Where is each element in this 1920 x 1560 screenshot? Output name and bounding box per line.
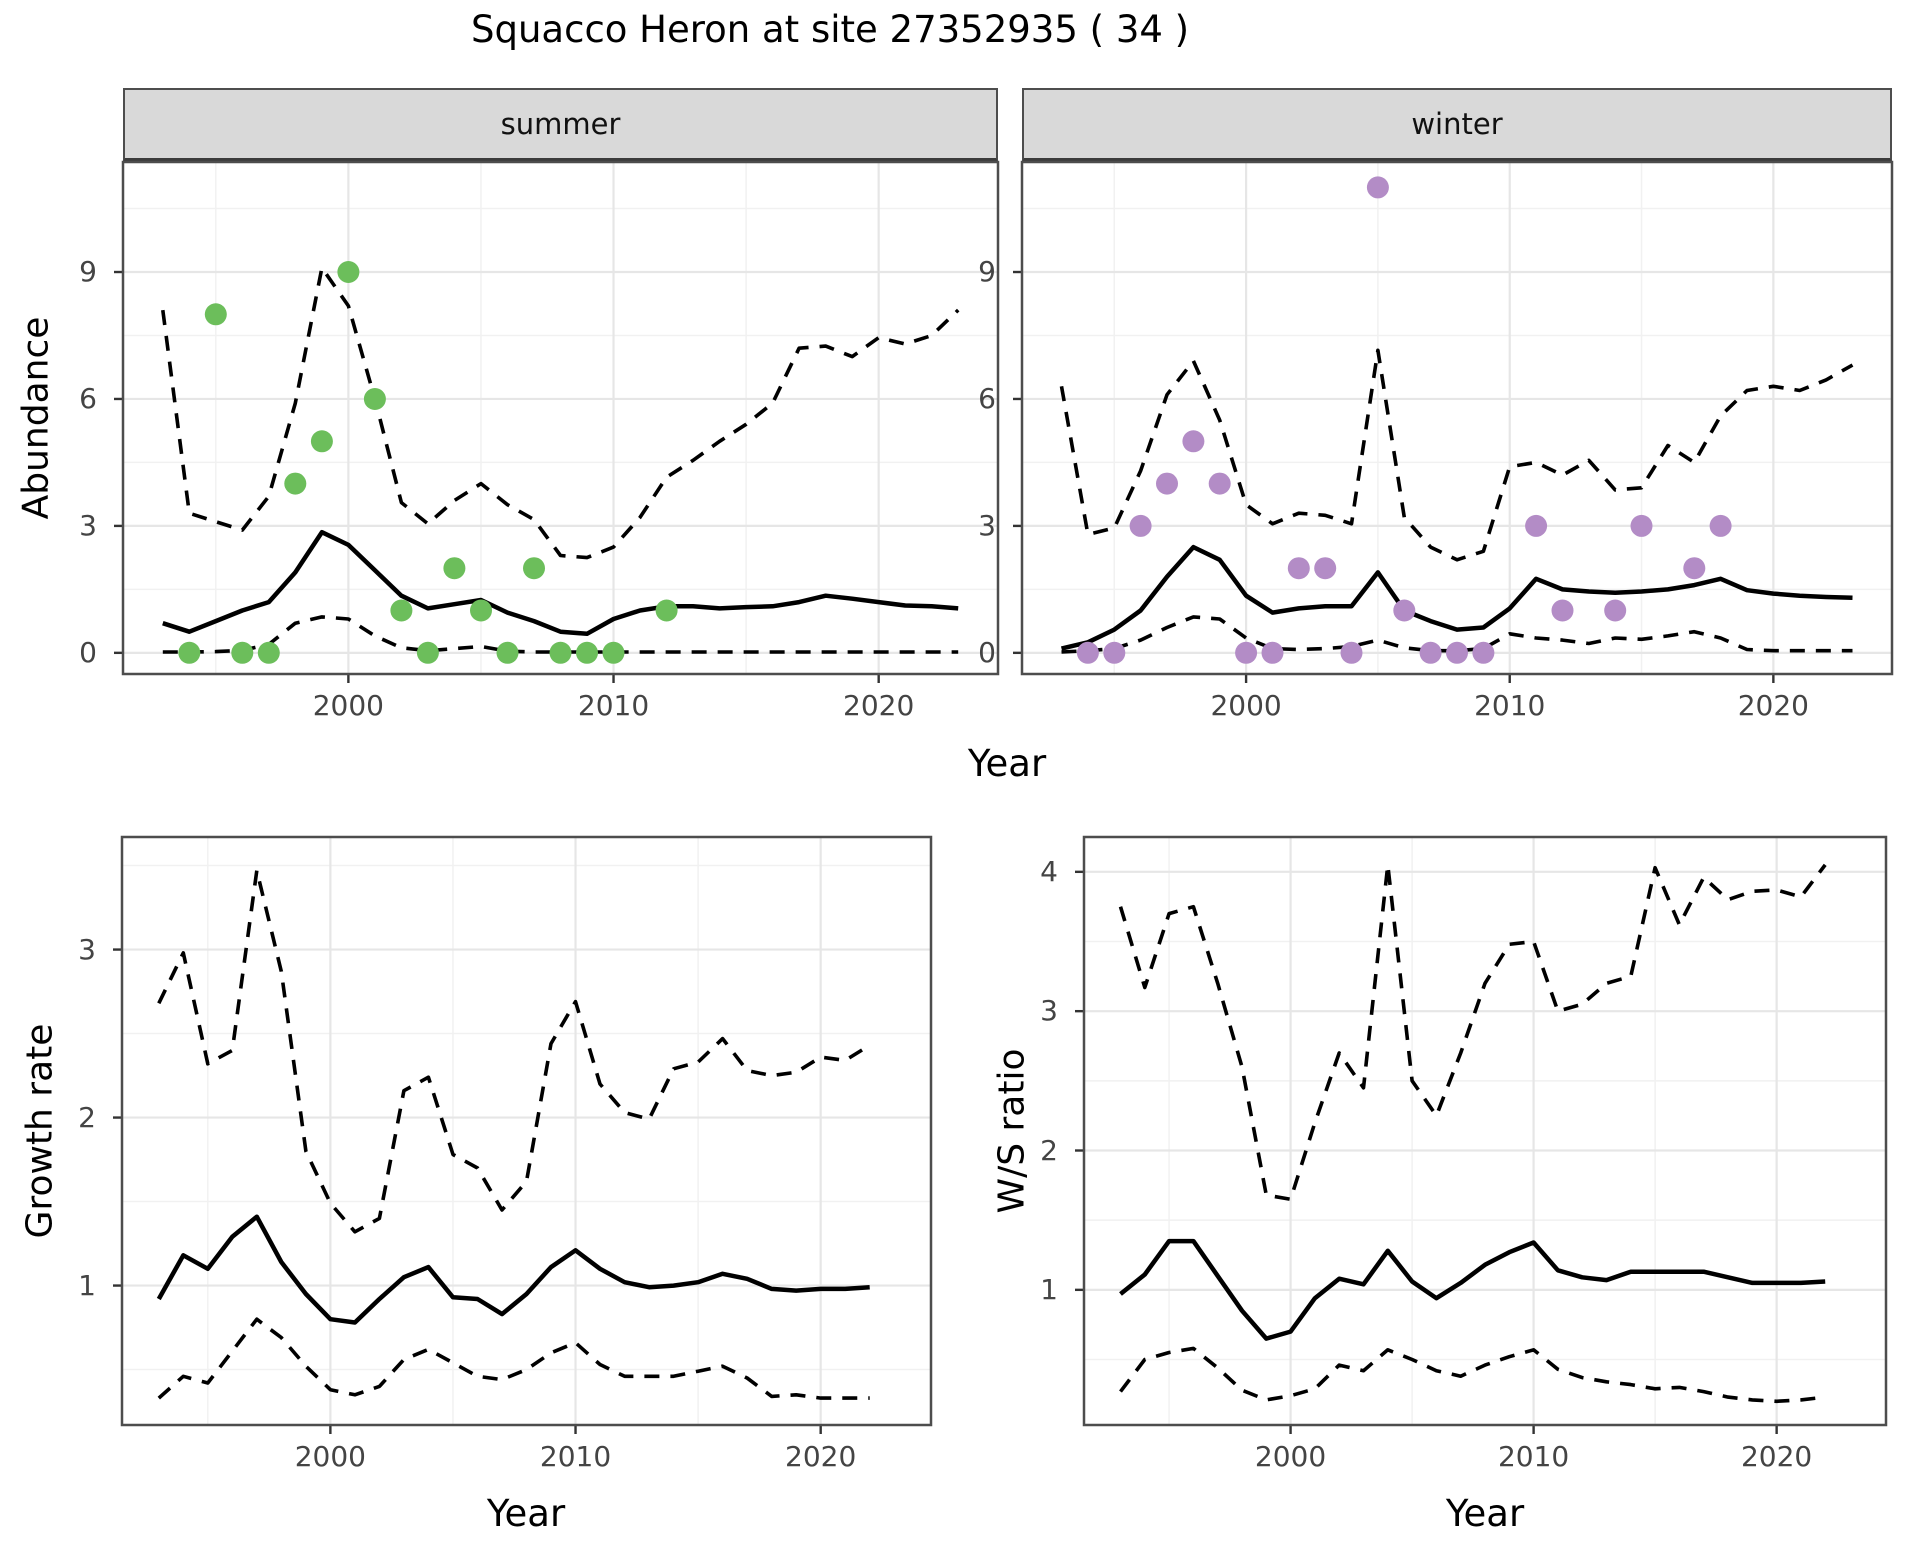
summer-observation-point [363, 388, 386, 410]
growth-panel [113, 835, 933, 1434]
ws-lower-line [1119, 1346, 1826, 1404]
summer-observation-point [443, 557, 466, 580]
summer-y-tick-label: 0 [79, 635, 97, 669]
x-axis-label-year-growth: Year [486, 1492, 566, 1535]
winter-observation-point [1156, 472, 1178, 495]
winter-y-tick-label: 0 [978, 635, 996, 669]
summer-y-tick-label: 9 [79, 255, 97, 289]
summer-observation-point [470, 599, 492, 622]
ws-x-tick-label: 2010 [1497, 1440, 1570, 1473]
summer-x-tick-label: 2010 [577, 689, 650, 722]
winter-observation-point [1709, 514, 1732, 537]
winter-observation-point [1630, 514, 1653, 537]
summer-observation-point [257, 641, 280, 664]
growth-x-tick-label: 2000 [294, 1440, 366, 1473]
winter-panel [1013, 160, 1894, 683]
summer-median-line [162, 529, 959, 637]
x-axis-label-year-ws: Year [1445, 1492, 1525, 1535]
ws-y-tick-label: 1 [1040, 1272, 1058, 1306]
winter-observation-point [1366, 176, 1389, 199]
winter-observation-point [1340, 641, 1363, 664]
winter-observation-point [1314, 557, 1337, 580]
growth-panel-background [122, 837, 931, 1425]
growth-x-tick-label: 2010 [539, 1440, 612, 1473]
winter-x-tick-label: 2020 [1737, 689, 1809, 722]
summer-observation-point [310, 430, 333, 453]
winter-observation-point [1182, 430, 1205, 453]
winter-y-tick-label: 3 [978, 508, 996, 542]
summer-observation-point [602, 641, 625, 664]
ws-panel-border [1082, 835, 1888, 1427]
winter-y-tick-label: 6 [978, 381, 996, 415]
winter-x-tick-label: 2000 [1210, 689, 1282, 722]
winter-y-tick-label: 9 [978, 255, 996, 289]
winter-observation-point [1683, 557, 1706, 580]
summer-observation-point [576, 641, 598, 664]
ws-x-tick-label: 2000 [1254, 1440, 1327, 1473]
winter-observation-point [1129, 514, 1152, 537]
plot-title: Squacco Heron at site 27352935 ( 34 ) [471, 8, 1190, 51]
winter-observation-point [1208, 472, 1231, 495]
winter-lower-line [1061, 615, 1853, 654]
ws-y-tick-label: 2 [1040, 1133, 1058, 1167]
winter-panel-border [1020, 160, 1894, 676]
summer-observation-point [523, 557, 545, 580]
growth-panel-border [120, 835, 933, 1427]
winter-observation-point [1551, 599, 1574, 622]
ws-upper-line [1118, 863, 1827, 1202]
summer-observation-point [496, 641, 519, 664]
winter-observation-point [1604, 599, 1627, 622]
summer-observation-point [231, 641, 254, 664]
winter-observation-point [1235, 641, 1258, 664]
winter-x-tick-label: 2010 [1474, 689, 1546, 722]
winter-observation-point [1525, 514, 1548, 537]
facet-strip-winter-label: winter [1411, 107, 1503, 141]
summer-y-tick-label: 3 [79, 508, 97, 542]
growth-y-tick-label: 2 [78, 1100, 96, 1134]
winter-median-line [1060, 544, 1853, 651]
winter-observation-point [1419, 641, 1442, 664]
summer-panel-background [123, 162, 998, 674]
winter-observation-point [1393, 599, 1416, 622]
summer-y-tick-label: 6 [79, 381, 97, 415]
winter-observation-point [1446, 641, 1468, 664]
winter-observation-point [1261, 641, 1284, 664]
growth-median-line [156, 1214, 870, 1325]
summer-observation-point [204, 303, 227, 326]
summer-observation-point [416, 641, 439, 664]
summer-observation-point [284, 472, 307, 495]
ws-panel-background [1084, 837, 1886, 1425]
ws-x-tick-label: 2020 [1740, 1440, 1813, 1473]
ws-y-tick-label: 3 [1040, 994, 1058, 1028]
winter-observation-point [1287, 557, 1310, 580]
facet-strip-summer-label: summer [500, 107, 621, 141]
summer-panel-border [121, 160, 1000, 676]
growth-x-tick-label: 2020 [785, 1440, 857, 1473]
winter-observation-point [1103, 641, 1126, 664]
ws-y-tick-label: 4 [1040, 854, 1058, 888]
summer-observation-point [655, 599, 678, 622]
summer-upper-line [161, 266, 960, 560]
winter-upper-line [1059, 348, 1854, 562]
summer-observation-point [390, 599, 413, 622]
winter-observation-point [1472, 641, 1495, 664]
summer-panel [114, 160, 1000, 683]
summer-x-tick-label: 2000 [312, 689, 384, 722]
facet-strip-summer: summer [123, 88, 998, 162]
ws-panel [1075, 835, 1888, 1434]
summer-observation-point [178, 641, 201, 664]
winter-observation-point [1076, 641, 1099, 664]
growth-y-tick-label: 3 [78, 932, 96, 966]
summer-observation-point [549, 641, 572, 664]
growth-upper-line [157, 868, 871, 1234]
facet-strip-winter: winter [1022, 88, 1892, 162]
summer-x-tick-label: 2020 [843, 689, 915, 722]
ws-median-line [1119, 1238, 1826, 1341]
summer-lower-line [162, 615, 959, 654]
x-axis-label-year-top: Year [967, 742, 1047, 785]
summer-observation-point [337, 261, 360, 283]
growth-y-tick-label: 1 [78, 1268, 96, 1302]
growth-lower-line [157, 1317, 870, 1400]
